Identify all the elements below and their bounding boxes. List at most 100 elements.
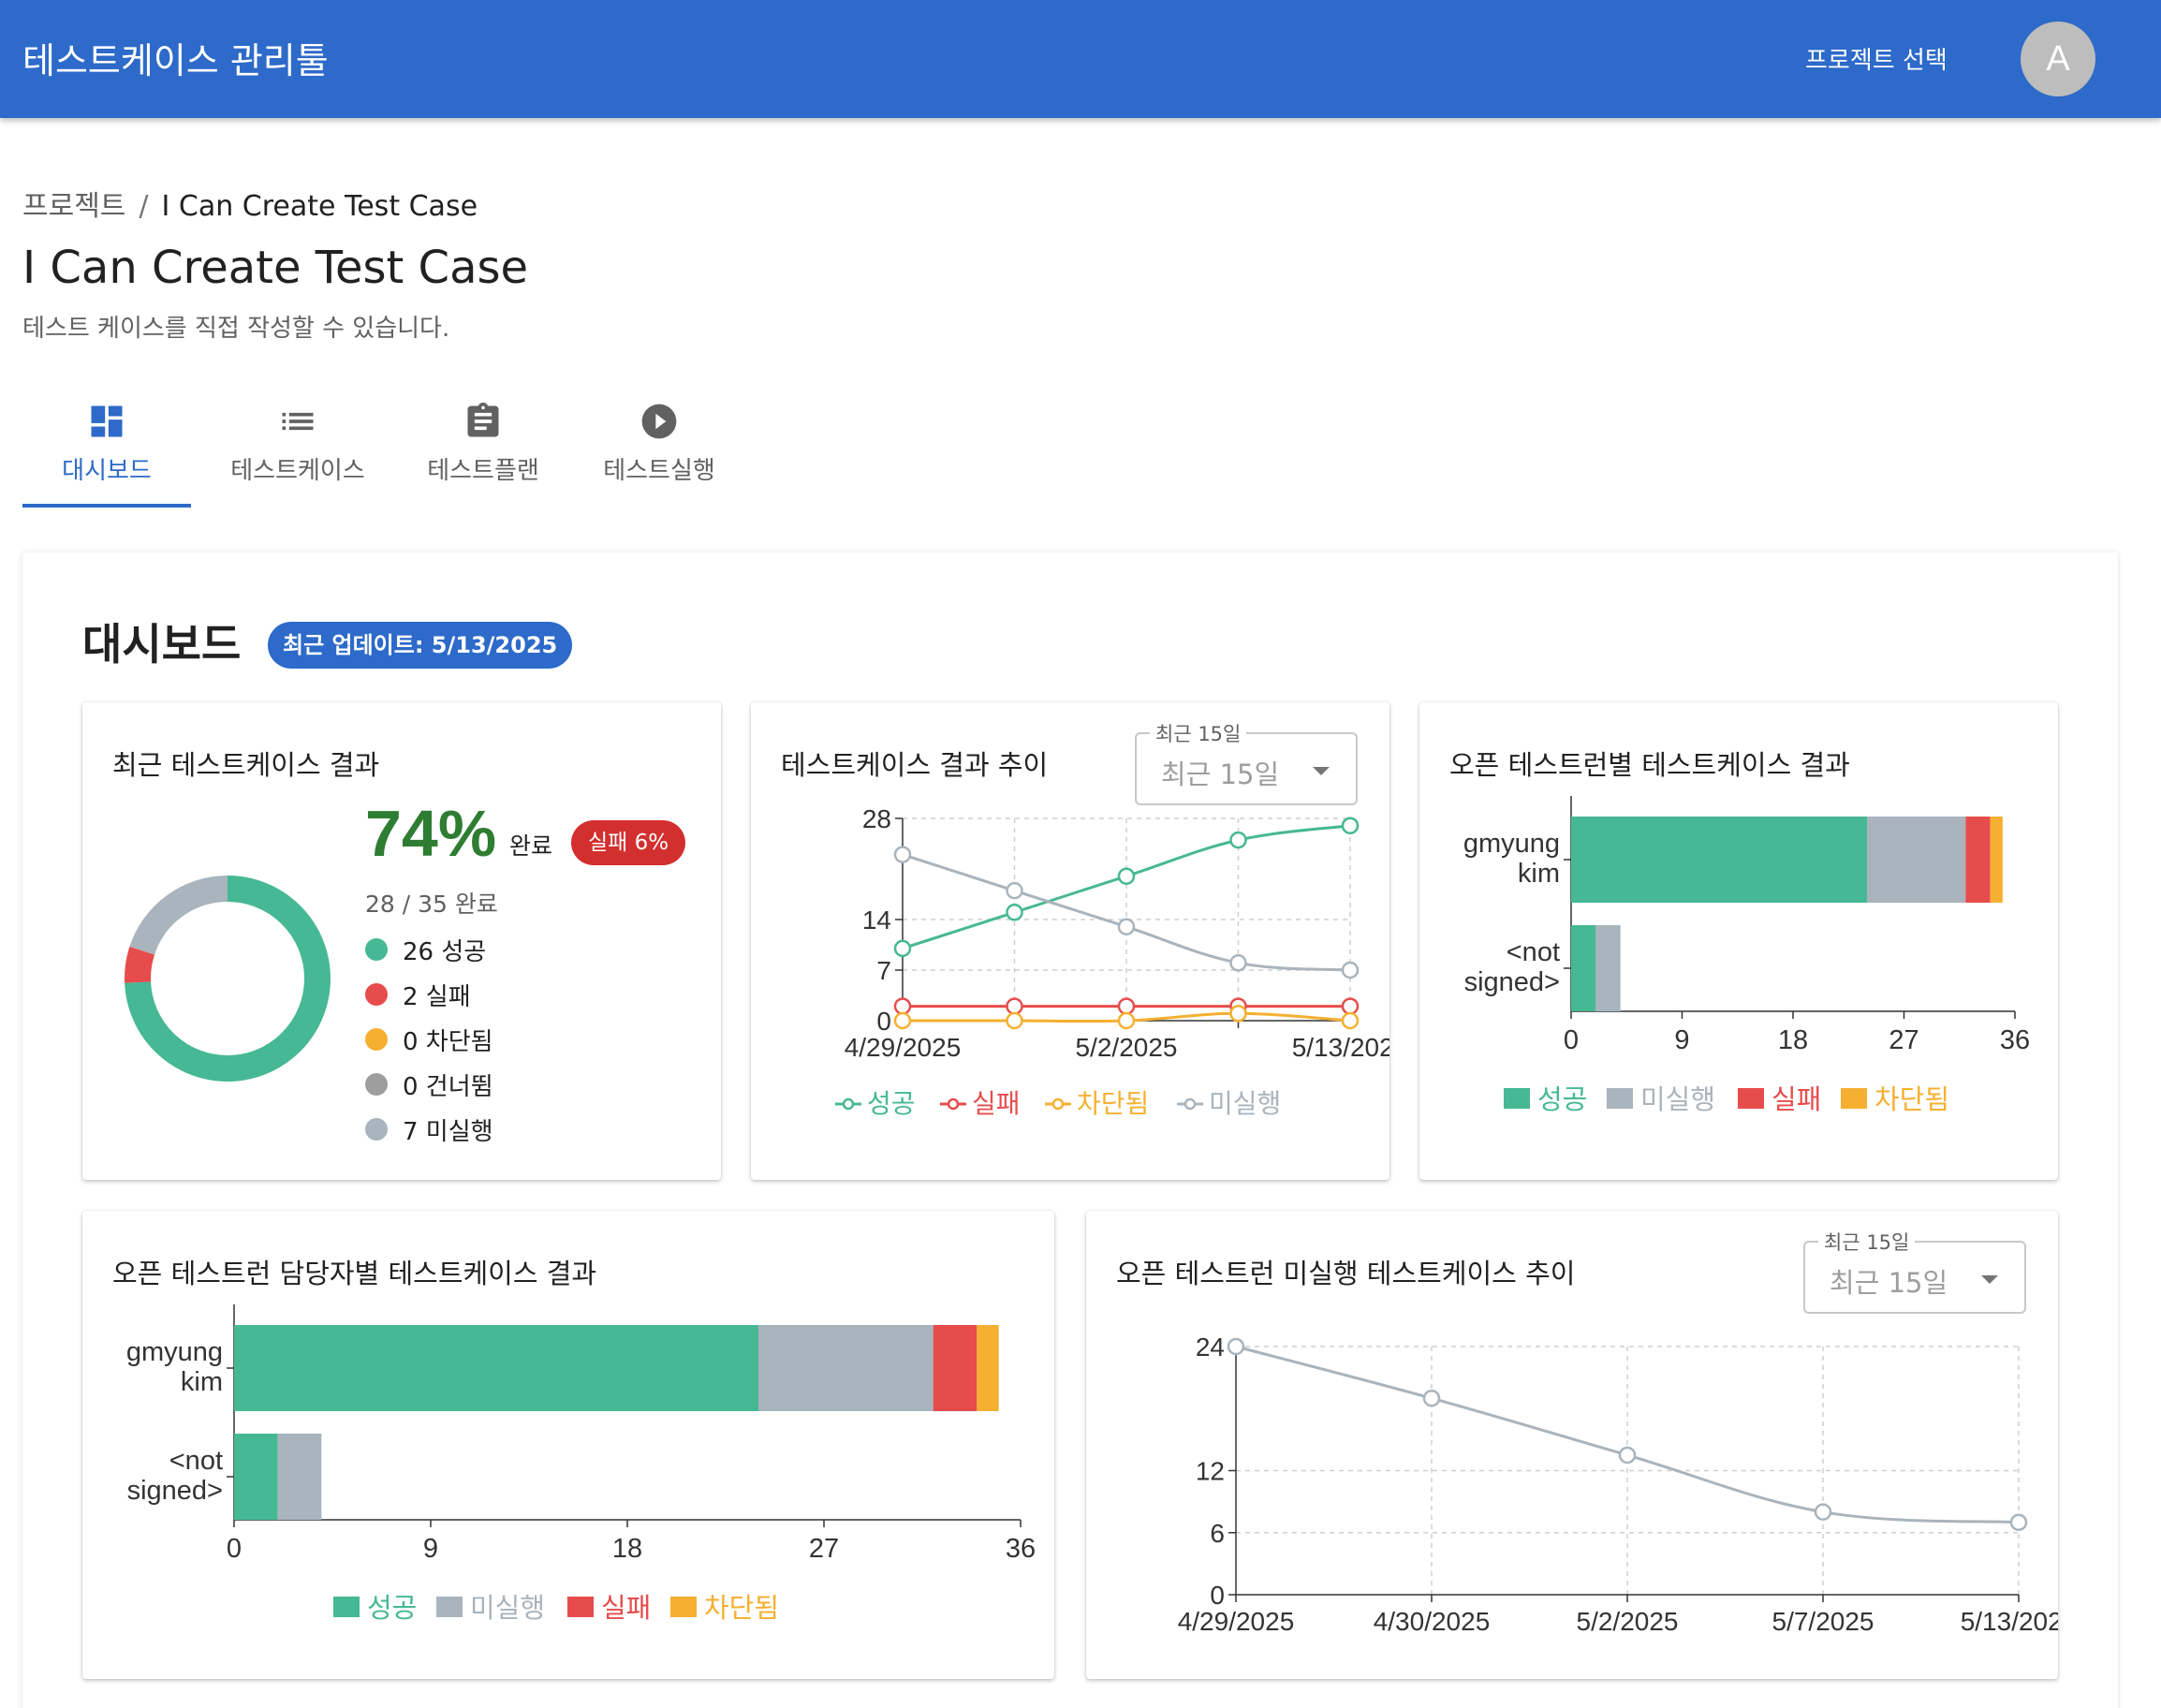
period-select[interactable]: 최근 15일 최근 15일 <box>1135 719 1358 805</box>
legend-label: 26 성공 <box>403 937 487 966</box>
data-point <box>1117 1011 1136 1030</box>
category-label: signed> <box>1464 967 1560 997</box>
bar-segment <box>277 1434 322 1520</box>
data-point <box>1341 1011 1360 1030</box>
legend-label: 0 건너뜀 <box>403 1072 493 1101</box>
legend-swatch <box>1738 1088 1764 1109</box>
category-label: gmyung <box>1463 829 1560 859</box>
data-point <box>893 846 912 863</box>
tab-testruns[interactable]: 테스트실행 <box>584 393 734 508</box>
x-tick-label: 36 <box>1006 1534 1036 1564</box>
y-tick-label: 6 <box>1210 1519 1225 1548</box>
tab-label: 테스트플랜 <box>427 457 539 485</box>
data-point <box>1618 1446 1637 1465</box>
legend-label: 미실행 <box>470 1593 545 1624</box>
avatar[interactable]: A <box>2021 22 2095 96</box>
fail-rate-chip: 실패 6% <box>571 820 686 865</box>
category-label: kim <box>1518 859 1560 889</box>
select-label: 최근 15일 <box>1150 719 1247 747</box>
data-point <box>1229 831 1247 849</box>
legend-swatch <box>1504 1088 1530 1109</box>
fail-dot-icon <box>365 983 388 1006</box>
data-point <box>1117 997 1136 1015</box>
y-tick-label: 28 <box>862 805 891 833</box>
recent-results-card: 최근 테스트케이스 결과 74% 완료 실패 6% 28 / 35 완료 26 … <box>82 702 721 1180</box>
data-point <box>1341 961 1360 979</box>
app-title[interactable]: 테스트케이스 관리툴 <box>22 40 329 81</box>
legend-label: 0 차단됨 <box>403 1027 493 1056</box>
select-value: 최근 15일 <box>1161 758 1280 790</box>
x-tick-label: 36 <box>2000 1025 2030 1055</box>
breadcrumb-current: I Can Create Test Case <box>161 190 478 223</box>
legend-label: 7 미실행 <box>403 1117 493 1146</box>
bar-segment <box>1990 817 2003 903</box>
tab-label: 테스트케이스 <box>230 457 365 485</box>
bar-segment <box>1571 817 1867 903</box>
legend-label: 실패 <box>972 1089 1021 1118</box>
x-tick-label: 4/30/2025 <box>1374 1607 1491 1636</box>
bar-segment <box>758 1325 933 1411</box>
dashboard-panel: 대시보드 최근 업데이트: 5/13/2025 최근 테스트케이스 결과 74%… <box>22 552 2118 1708</box>
bar-segment <box>234 1325 758 1411</box>
tab-dashboard[interactable]: 대시보드 <box>22 393 191 508</box>
active-tab-indicator <box>22 504 191 508</box>
category-label: kim <box>181 1367 223 1397</box>
tab-label: 대시보드 <box>62 457 152 485</box>
data-point <box>1006 904 1023 921</box>
x-tick-label: 0 <box>1564 1025 1579 1055</box>
x-tick-label: 5/7/2025 <box>1772 1607 1874 1636</box>
app-bar: 테스트케이스 관리툴 프로젝트 선택 A <box>0 0 2161 118</box>
completion-count: 28 / 35 완료 <box>365 891 498 918</box>
card-title: 오픈 테스트런별 테스트케이스 결과 <box>1449 749 1850 781</box>
data-point <box>1229 1005 1247 1023</box>
legend-swatch <box>567 1597 594 1617</box>
bar-segment <box>1595 925 1621 1011</box>
category-label: signed> <box>127 1476 223 1506</box>
legend-marker <box>1051 1097 1065 1111</box>
breadcrumb-separator: / <box>139 190 149 223</box>
tab-testplans[interactable]: 테스트플랜 <box>408 393 558 508</box>
breadcrumb: 프로젝트 / I Can Create Test Case <box>22 183 478 224</box>
legend-label: 차단됨 <box>1077 1089 1149 1118</box>
period-select[interactable]: 최근 15일 최근 15일 <box>1803 1228 2026 1314</box>
legend-item-success: 26 성공 <box>365 927 493 972</box>
card-title: 테스트케이스 결과 추이 <box>781 749 1049 781</box>
project-select-button[interactable]: 프로젝트 선택 <box>1805 47 1948 75</box>
legend-marker <box>842 1097 855 1111</box>
bar-segment <box>234 1434 278 1520</box>
result-trend-chart: 0 7 14 28 4/29/2025 5/2/2025 5/13/2025 성공 실패 차단됨 미… <box>835 805 1389 1118</box>
legend-label: 성공 <box>867 1089 916 1118</box>
untested-dot-icon <box>365 1118 388 1141</box>
data-point <box>2009 1513 2028 1531</box>
untested-trend-chart: 0 6 12 24 4/29/2025 4/30/2025 5/2/2025 5/7/2025… <box>1178 1333 2058 1636</box>
y-tick-label: 12 <box>1196 1457 1225 1486</box>
breadcrumb-root-link[interactable]: 프로젝트 <box>22 190 126 223</box>
data-point <box>893 997 912 1015</box>
legend-item-blocked: 0 차단됨 <box>365 1017 493 1062</box>
x-tick-label: 5/13/2025 <box>1961 1607 2058 1636</box>
x-tick-label: 4/29/2025 <box>1178 1607 1295 1636</box>
bar-segment <box>1965 817 1991 903</box>
y-tick-label: 0 <box>1210 1581 1225 1610</box>
legend-label: 실패 <box>601 1594 651 1624</box>
skipped-dot-icon <box>365 1073 388 1096</box>
data-point <box>893 1011 912 1030</box>
legend-swatch <box>333 1597 360 1617</box>
bar-segment <box>933 1325 978 1411</box>
category-label: <not <box>169 1446 223 1476</box>
assignee-results-card: 오픈 테스트런 담당자별 테스트케이스 결과 0 9 18 27 36 gmyung kim… <box>82 1211 1054 1679</box>
play-circle-icon <box>641 404 677 439</box>
x-tick-label: 18 <box>1778 1025 1808 1055</box>
list-icon <box>282 412 314 431</box>
x-tick-label: 27 <box>809 1534 839 1564</box>
data-point <box>1814 1503 1832 1521</box>
legend-marker <box>947 1097 960 1111</box>
legend-label: 성공 <box>367 1594 417 1624</box>
tab-testcases[interactable]: 테스트케이스 <box>213 393 382 508</box>
legend-label: 차단됨 <box>704 1593 779 1624</box>
data-point <box>1006 881 1023 900</box>
select-value: 최근 15일 <box>1830 1267 1948 1299</box>
data-point <box>1006 997 1023 1015</box>
